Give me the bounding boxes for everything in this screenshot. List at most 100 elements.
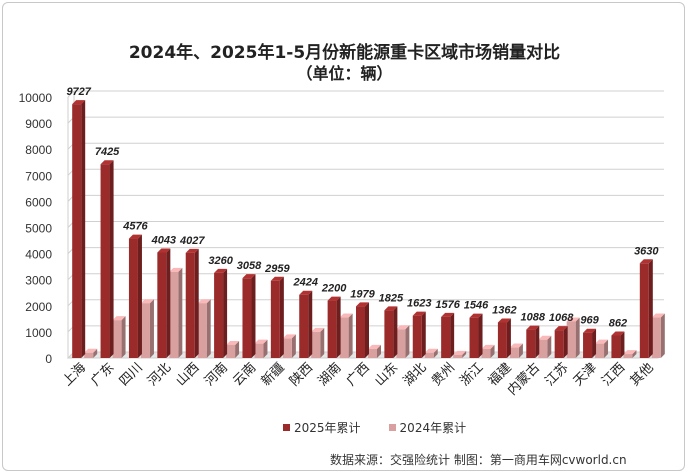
x-tick-label: 浙江 xyxy=(457,360,486,389)
data-label-2025: 862 xyxy=(609,318,627,330)
y-tick-label: 5000 xyxy=(25,222,52,236)
bar-2025 xyxy=(497,322,507,358)
bar-2024-top xyxy=(396,325,410,330)
bar-2024-side xyxy=(575,317,580,358)
bar-2025 xyxy=(469,317,479,358)
bar-2024-top xyxy=(169,267,183,272)
bar-2025-top xyxy=(327,296,341,301)
bar-2024-top xyxy=(226,340,240,345)
bar-2024-side xyxy=(235,340,240,358)
chart-unit: （单位：辆） xyxy=(296,64,393,83)
x-tick-label: 江苏 xyxy=(542,360,572,390)
bar-2025-side xyxy=(563,326,568,358)
bar-2024-top xyxy=(424,348,438,353)
bar-2024-side xyxy=(604,339,609,358)
bar-2024 xyxy=(311,331,321,358)
source-note: 数据来源：交强险统计 制图：第一商用车网cvworld.cn xyxy=(330,453,627,467)
bar-2024-side xyxy=(660,313,665,358)
data-label-2025: 1546 xyxy=(464,300,489,312)
data-label-2025: 3630 xyxy=(634,245,659,257)
bar-2024 xyxy=(424,352,434,358)
data-label-2025: 7425 xyxy=(95,146,120,158)
x-tick-label: 江西 xyxy=(599,360,628,389)
bar-2025-top xyxy=(384,306,398,311)
data-label-2025: 2424 xyxy=(292,277,317,289)
bar-2025-side xyxy=(137,234,142,358)
bar-2024-top xyxy=(254,339,268,344)
bar-2025 xyxy=(441,316,451,358)
bar-2025 xyxy=(639,263,649,358)
bar-2024-side xyxy=(433,348,438,358)
legend-label-2025: 2025年累计 xyxy=(294,421,361,435)
data-label-2025: 1623 xyxy=(407,298,431,310)
bar-2025 xyxy=(270,280,280,358)
bar-2024-top xyxy=(595,339,609,344)
bar-2024-side xyxy=(377,344,381,358)
legend-label-2024: 2024年累计 xyxy=(399,421,467,435)
bar-2025 xyxy=(554,330,564,358)
legend: 2025年累计 2024年累计 xyxy=(283,419,466,436)
data-label-2025: 9727 xyxy=(66,86,91,98)
chart-frame xyxy=(2,2,685,471)
bar-2024 xyxy=(566,321,576,358)
legend-swatch-2025 xyxy=(283,424,290,431)
data-label-2025: 1068 xyxy=(549,312,574,324)
y-tick-label: 3000 xyxy=(25,274,52,288)
data-label-2025: 4576 xyxy=(122,221,148,233)
y-tick-label: 7000 xyxy=(25,169,52,183)
x-tick-label: 广东 xyxy=(88,360,117,389)
bar-2025-top xyxy=(270,276,284,281)
bar-2025 xyxy=(384,310,394,358)
bar-2025-side xyxy=(421,311,426,358)
x-tick-label: 贵州 xyxy=(429,360,458,389)
bar-2024-top xyxy=(566,317,580,322)
data-label-2025: 1825 xyxy=(379,292,404,304)
bar-2024-top xyxy=(368,344,381,349)
bar-2025-top xyxy=(526,325,540,330)
x-tick-label: 河北 xyxy=(145,360,174,389)
bar-2025-side xyxy=(308,290,313,358)
bar-2025-top xyxy=(497,318,511,323)
bar-2024 xyxy=(595,343,605,358)
bar-2024-side xyxy=(348,313,353,358)
x-tick-label: 云南 xyxy=(230,360,260,390)
bar-2024 xyxy=(226,344,236,358)
bar-2024-top xyxy=(84,348,98,353)
bar-2025-top xyxy=(299,290,313,295)
bar-2025-top xyxy=(639,259,653,264)
x-tick-label: 陕西 xyxy=(287,360,316,389)
bar-2025-side xyxy=(535,325,540,358)
data-label-2025: 4027 xyxy=(179,235,205,247)
y-tick-label: 4000 xyxy=(25,248,52,262)
bar-2025-top xyxy=(128,234,142,239)
bar-2024 xyxy=(509,347,519,358)
bar-2025-top xyxy=(214,268,228,273)
bar-2024-top xyxy=(623,350,637,355)
bar-2024-side xyxy=(149,299,154,358)
bar-2024 xyxy=(169,271,179,358)
y-tick-label: 1000 xyxy=(25,326,52,340)
bar-2025 xyxy=(157,252,167,358)
bar-2025 xyxy=(242,278,252,358)
bar-2024-top xyxy=(197,299,211,304)
bar-2025-side xyxy=(506,318,511,358)
y-tick-label: 6000 xyxy=(25,195,52,209)
bar-2025 xyxy=(412,315,422,358)
x-tick-label: 天津 xyxy=(571,360,600,389)
y-tick-label: 9000 xyxy=(25,117,52,131)
bar-2024 xyxy=(282,338,292,358)
bar-2025-top xyxy=(412,311,426,316)
bar-2025-side xyxy=(223,268,228,358)
bar-2025-side xyxy=(478,313,483,358)
x-tick-label: 山西 xyxy=(174,360,203,389)
y-tick-label: 8000 xyxy=(25,143,52,157)
data-label-2025: 3058 xyxy=(237,260,262,272)
bar-2025-side xyxy=(166,248,171,358)
chart-title: 2024年、2025年1-5月份新能源重卡区域市场销量对比 xyxy=(128,43,561,63)
bar-2025-top xyxy=(72,100,86,105)
bar-2024-side xyxy=(320,327,325,358)
bar-2024-top xyxy=(481,344,495,349)
bar-2024-side xyxy=(405,325,410,358)
bar-2024-side xyxy=(206,299,211,358)
